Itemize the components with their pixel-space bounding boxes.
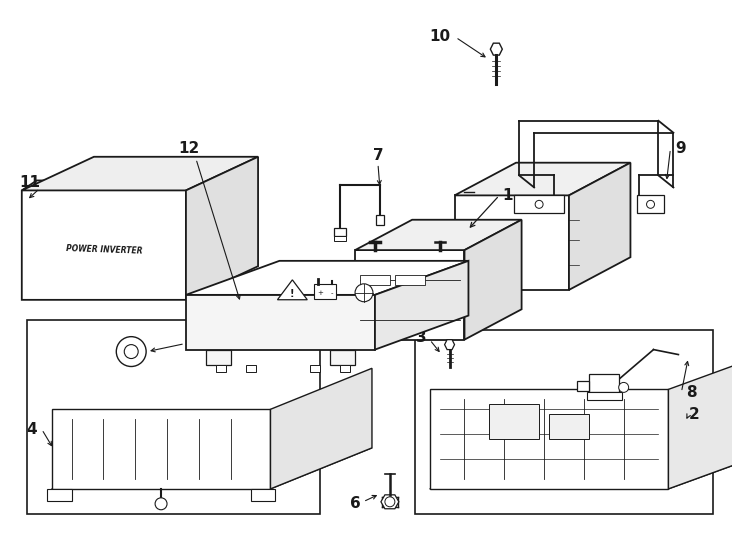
Text: 6: 6: [349, 496, 360, 511]
Bar: [549, 414, 589, 439]
Polygon shape: [375, 261, 468, 349]
Circle shape: [124, 345, 138, 359]
Text: +: +: [317, 290, 323, 296]
Polygon shape: [381, 495, 399, 509]
Polygon shape: [22, 180, 186, 300]
Polygon shape: [454, 163, 631, 195]
Text: 12: 12: [178, 141, 200, 156]
Bar: [334, 236, 346, 241]
Text: 1: 1: [502, 188, 512, 203]
Polygon shape: [250, 489, 275, 501]
Polygon shape: [669, 348, 734, 489]
Polygon shape: [445, 340, 454, 349]
Bar: [395, 275, 425, 285]
Text: 7: 7: [373, 148, 383, 163]
Polygon shape: [206, 349, 230, 364]
Circle shape: [355, 284, 373, 302]
Bar: [577, 381, 589, 391]
Bar: [490, 404, 539, 439]
Text: 10: 10: [429, 29, 450, 44]
Polygon shape: [51, 448, 372, 489]
Polygon shape: [454, 195, 569, 290]
Polygon shape: [51, 409, 271, 489]
Polygon shape: [22, 157, 258, 191]
Circle shape: [647, 200, 655, 208]
Bar: [636, 195, 664, 213]
Polygon shape: [186, 261, 468, 295]
Text: 8: 8: [686, 385, 697, 400]
Polygon shape: [277, 280, 308, 300]
Polygon shape: [47, 489, 71, 501]
Circle shape: [535, 200, 543, 208]
Bar: [310, 364, 320, 373]
Polygon shape: [271, 368, 372, 489]
Polygon shape: [429, 448, 734, 489]
Bar: [376, 215, 384, 225]
Text: 9: 9: [675, 141, 686, 156]
Circle shape: [619, 382, 628, 393]
Polygon shape: [569, 163, 631, 290]
Text: !: !: [290, 289, 294, 299]
Circle shape: [385, 497, 395, 507]
Text: 4: 4: [26, 422, 37, 437]
Polygon shape: [465, 220, 522, 340]
Circle shape: [116, 336, 146, 367]
Bar: [246, 364, 255, 373]
Text: 3: 3: [416, 330, 427, 345]
Text: 11: 11: [19, 175, 40, 190]
Bar: [26, 320, 320, 514]
Bar: [340, 364, 350, 373]
Polygon shape: [355, 250, 465, 340]
Bar: [415, 330, 713, 514]
Bar: [515, 195, 564, 213]
Bar: [314, 284, 336, 299]
Bar: [360, 275, 390, 285]
Bar: [587, 393, 622, 400]
Text: 5: 5: [191, 336, 201, 351]
Polygon shape: [186, 157, 258, 300]
Polygon shape: [330, 349, 355, 364]
Bar: [589, 374, 619, 393]
Bar: [334, 228, 346, 236]
Text: -: -: [331, 290, 333, 296]
Text: POWER INVERTER: POWER INVERTER: [65, 244, 142, 256]
Polygon shape: [355, 220, 522, 250]
Text: 2: 2: [689, 407, 700, 422]
Polygon shape: [490, 43, 502, 55]
Bar: [216, 364, 226, 373]
Polygon shape: [186, 295, 375, 349]
Polygon shape: [429, 389, 669, 489]
Circle shape: [155, 498, 167, 510]
